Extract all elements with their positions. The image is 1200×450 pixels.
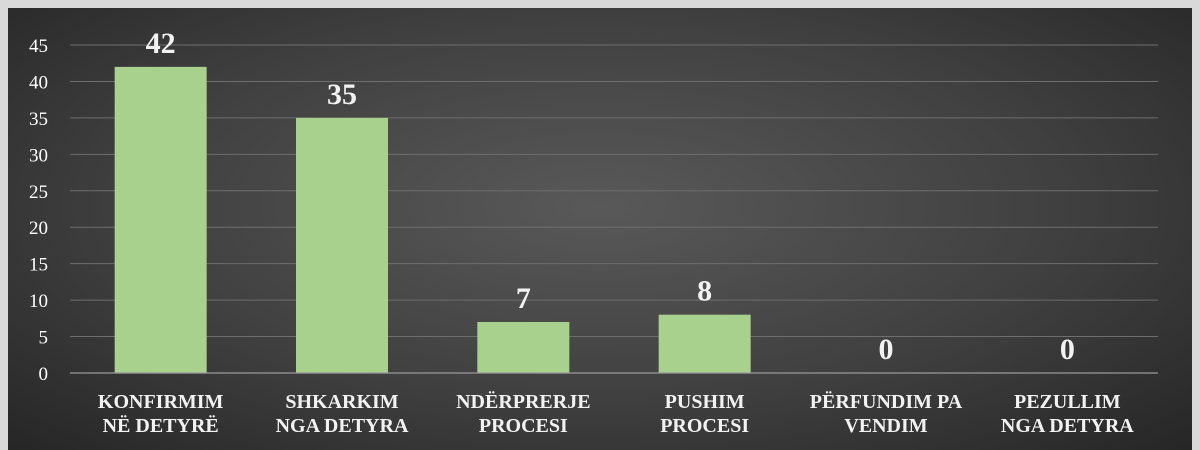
category-label: PEZULLIM bbox=[1014, 391, 1121, 413]
bar bbox=[296, 117, 388, 373]
data-labels: 42 35 7 8 0 0 bbox=[146, 27, 1075, 366]
chart-area: 0 5 10 15 20 25 30 35 40 45 42 35 7 8 0 0 KONFIRMIM NË … bbox=[8, 8, 1192, 450]
category-label: KONFIRMIM bbox=[98, 391, 224, 413]
data-label: 0 bbox=[1060, 333, 1075, 366]
data-label: 7 bbox=[516, 282, 531, 315]
y-tick-label: 45 bbox=[29, 36, 48, 57]
gridlines bbox=[70, 44, 1158, 338]
category-label: NGA DETYRA bbox=[1001, 415, 1134, 437]
y-tick-label: 0 bbox=[39, 364, 49, 385]
category-label: NË DETYRË bbox=[103, 414, 219, 437]
data-label: 8 bbox=[697, 275, 712, 308]
data-label: 0 bbox=[879, 333, 894, 366]
category-label: VENDIM bbox=[844, 415, 927, 437]
y-axis-tick-labels: 0 5 10 15 20 25 30 35 40 45 bbox=[29, 36, 48, 385]
category-label: PUSHIM bbox=[665, 391, 745, 413]
bar bbox=[477, 321, 570, 373]
bar bbox=[114, 66, 207, 373]
category-label: NDËRPRERJE bbox=[456, 390, 590, 413]
y-tick-label: 20 bbox=[29, 218, 48, 239]
y-tick-label: 35 bbox=[29, 109, 48, 130]
y-tick-label: 15 bbox=[29, 255, 48, 276]
data-label: 35 bbox=[327, 78, 357, 111]
category-label: SHKARKIM bbox=[285, 391, 398, 413]
y-tick-label: 5 bbox=[39, 328, 49, 349]
bar bbox=[658, 314, 751, 373]
y-tick-label: 25 bbox=[29, 182, 48, 203]
y-tick-label: 10 bbox=[29, 291, 48, 312]
category-label: PROCESI bbox=[660, 415, 749, 437]
y-tick-label: 30 bbox=[29, 145, 48, 166]
bars bbox=[114, 66, 751, 373]
category-label: NGA DETYRA bbox=[276, 415, 409, 437]
category-label: PËRFUNDIM PA bbox=[810, 390, 963, 413]
data-label: 42 bbox=[146, 27, 176, 60]
category-label: PROCESI bbox=[479, 415, 568, 437]
bar-chart: 0 5 10 15 20 25 30 35 40 45 42 35 7 8 0 0 KONFIRMIMNË … bbox=[29, 27, 1158, 437]
y-tick-label: 40 bbox=[29, 72, 48, 93]
